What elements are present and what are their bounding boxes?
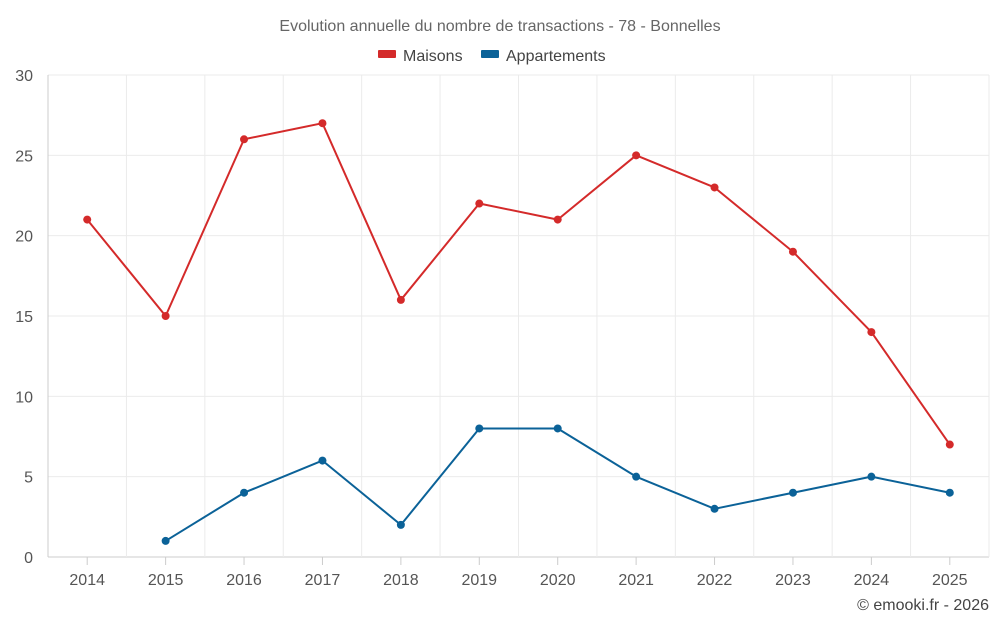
legend-swatch-maisons (378, 50, 396, 58)
data-point-appartements[interactable] (710, 504, 719, 513)
x-tick-label: 2016 (226, 572, 262, 589)
x-tick-label: 2021 (618, 572, 654, 589)
data-point-appartements[interactable] (553, 424, 562, 433)
y-tick-label: 20 (15, 229, 33, 246)
data-point-appartements[interactable] (945, 488, 954, 497)
x-tick-label: 2017 (305, 572, 341, 589)
series-line-maisons (86, 122, 951, 446)
data-point-maisons[interactable] (475, 199, 484, 208)
x-tick-label: 2015 (148, 572, 184, 589)
x-axis: 2014 2015 2016 2017 2018 2019 2020 2021 2022 2023… (69, 557, 968, 589)
data-point-appartements[interactable] (240, 488, 249, 497)
chart-title: Evolution annuelle du nombre de transact… (279, 18, 720, 35)
data-point-maisons[interactable] (632, 151, 641, 160)
data-point-maisons[interactable] (83, 215, 92, 224)
y-tick-label: 0 (24, 550, 33, 567)
data-point-maisons[interactable] (318, 119, 327, 128)
data-point-maisons[interactable] (161, 312, 170, 320)
data-point-maisons[interactable] (867, 328, 876, 337)
data-point-maisons[interactable] (553, 215, 562, 224)
credit-text: © emooki.fr - 2026 (857, 597, 989, 614)
data-point-maisons[interactable] (788, 247, 797, 256)
x-tick-label: 2022 (697, 572, 733, 589)
data-point-maisons[interactable] (396, 295, 405, 304)
y-tick-label: 30 (15, 68, 33, 85)
legend-label-maisons: Maisons (403, 48, 463, 65)
data-point-appartements[interactable] (396, 520, 405, 529)
x-tick-label: 2019 (461, 572, 497, 589)
x-tick-label: 2020 (540, 572, 576, 589)
grid (47, 74, 990, 558)
plot-area (83, 119, 954, 545)
data-point-appartements[interactable] (788, 488, 797, 497)
y-tick-label: 10 (15, 389, 33, 406)
x-tick-label: 2018 (383, 572, 419, 589)
x-tick-label: 2025 (932, 572, 968, 589)
data-point-appartements[interactable] (161, 536, 170, 545)
legend-swatch-appartements (481, 50, 499, 58)
y-tick-label: 5 (24, 470, 33, 487)
legend-item-appartements[interactable]: Appartements (481, 48, 606, 65)
y-tick-label: 25 (15, 148, 33, 165)
data-point-appartements[interactable] (318, 456, 327, 465)
legend-label-appartements: Appartements (506, 48, 606, 65)
y-tick-label: 15 (15, 309, 33, 326)
data-point-maisons[interactable] (710, 183, 719, 192)
x-tick-label: 2023 (775, 572, 811, 589)
data-point-appartements[interactable] (632, 472, 641, 481)
data-point-maisons[interactable] (945, 440, 954, 449)
data-point-maisons[interactable] (240, 135, 249, 144)
data-point-appartements[interactable] (475, 424, 484, 433)
x-tick-label: 2014 (69, 572, 105, 589)
legend-item-maisons[interactable]: Maisons (378, 48, 463, 65)
x-tick-label: 2024 (854, 572, 890, 589)
legend: Maisons Appartements (378, 48, 606, 65)
y-axis: 0 5 10 15 20 25 30 (15, 68, 33, 567)
data-point-appartements[interactable] (867, 472, 876, 481)
